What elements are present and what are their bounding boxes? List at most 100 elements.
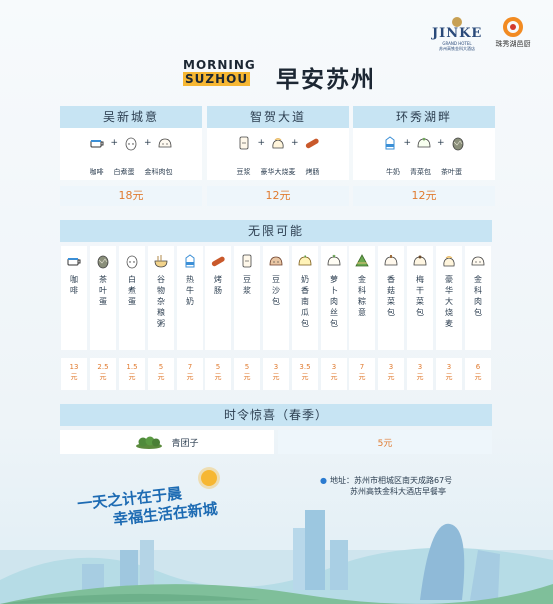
mushroom-bun-icon (382, 252, 400, 270)
zhuxiu-brand-name: 珠秀湖邑厨 (495, 40, 531, 48)
menu-item-14: 金科肉包 (465, 246, 491, 350)
morning-suzhou-logo: MORNING SUZHOU (183, 58, 269, 92)
coffee-cup-icon (65, 252, 83, 270)
menu-item-name: 香菇菜包 (387, 275, 395, 317)
menu-item-name: 茶叶蛋 (99, 275, 107, 306)
tea-egg-icon (449, 134, 467, 152)
menu-item-5: 烤肠 (205, 246, 231, 350)
jinke-brand-name: JINKE (432, 26, 483, 41)
plus-icon: + (291, 138, 299, 148)
menu-item-name: 谷物杂粮粥 (157, 275, 165, 328)
porridge-icon (152, 252, 170, 270)
menu-item-6: 豆浆 (234, 246, 260, 350)
set-title: 吴新城意 (60, 106, 202, 128)
steamed-bun-icon (156, 134, 174, 152)
jinke-hotel-logo: JINKE GRAND HOTEL 苏州高铁金科大酒店 (432, 17, 482, 53)
menu-item-13: 豪华大烧麦 (436, 246, 462, 350)
set-price: 12元 (353, 186, 495, 206)
set-item-name: 咖啡 (89, 168, 104, 176)
menu-item-3: 谷物杂粮粥 (148, 246, 174, 350)
tea-egg-icon (94, 252, 112, 270)
unlimited-prices: 13 元 2.5 元 1.5 元 5 元 7 元 5 元 5 元 3 元 3.5 元 3 元 7 元 3 元 3 元 3 元 6 元 (60, 358, 492, 394)
seasonal-item: 青团子 (60, 430, 274, 454)
menu-item-8: 奶香南瓜包 (292, 246, 318, 350)
vegetable-bun-icon (415, 134, 433, 152)
menu-item-price: 3.5 元 (292, 358, 318, 390)
menu-item-name: 萝卜肉丝包 (330, 275, 338, 328)
seasonal-title: 时令惊喜（春季） (60, 404, 492, 426)
menu-item-7: 豆沙包 (263, 246, 289, 350)
menu-item-name: 梅干菜包 (416, 275, 424, 317)
zongzi-icon (353, 252, 371, 270)
address-line2: 苏州高铁金科大酒店早餐亭 (350, 487, 446, 496)
zhuxiu-emblem-icon (503, 17, 523, 37)
set-items: + + 牛奶 青菜包 茶叶蛋 (353, 128, 495, 180)
pumpkin-bun-icon (296, 252, 314, 270)
menu-item-name: 金科粽意 (358, 275, 366, 317)
steamed-bun-icon (469, 252, 487, 270)
plus-icon: + (437, 138, 445, 148)
menu-item-0: 咖啡 (61, 246, 87, 350)
unlimited-title: 无限可能 (60, 220, 492, 242)
menu-item-name: 奶香南瓜包 (301, 275, 309, 328)
set-price: 18元 (60, 186, 202, 206)
jinke-brand-subtitle: GRAND HOTEL (442, 41, 472, 46)
plus-icon: + (257, 138, 265, 148)
address-line1: 苏州市相城区南天成路67号 (353, 476, 453, 485)
location-pin-icon: ● (320, 476, 327, 485)
city-skyline-illustration (0, 510, 553, 604)
coffee-cup-icon (88, 134, 106, 152)
menu-item-2: 白煮蛋 (119, 246, 145, 350)
menu-item-4: 热牛奶 (177, 246, 203, 350)
set-card: 环秀湖畔 + + 牛奶 青菜包 茶叶蛋 12元 (353, 106, 495, 206)
menu-item-price: 2.5 元 (90, 358, 116, 390)
menu-item-name: 金科肉包 (474, 275, 482, 317)
menu-item-name: 豆浆 (243, 275, 251, 295)
menu-item-name: 豪华大烧麦 (445, 275, 453, 328)
logo-line1: MORNING (183, 58, 256, 72)
jinke-brand-cn: 苏州高铁金科大酒店 (439, 46, 475, 51)
qingtuan-icon (136, 436, 163, 449)
logo-line2: SUZHOU (183, 72, 251, 86)
milk-carton-icon (381, 134, 399, 152)
menu-item-10: 金科粽意 (349, 246, 375, 350)
set-card: 智贺大道 + + 豆浆 豪华大烧麦 烤肠 12元 (207, 106, 349, 206)
set-items: + + 豆浆 豪华大烧麦 烤肠 (207, 128, 349, 180)
seasonal-section: 时令惊喜（春季） 青团子 5元 (60, 404, 492, 454)
unlimited-items: 咖啡 茶叶蛋 白煮蛋 谷物杂粮粥 热牛奶 烤肠 豆浆 豆沙包 奶香南瓜包 萝卜肉丝包 金科粽意 香菇菜… (60, 242, 492, 352)
radish-bun-icon (325, 252, 343, 270)
seasonal-item-name: 青团子 (171, 438, 199, 449)
sun-icon (201, 470, 217, 486)
shaomai-icon (440, 252, 458, 270)
sausage-icon (209, 252, 227, 270)
menu-item-12: 梅干菜包 (407, 246, 433, 350)
set-item-name: 茶叶蛋 (441, 168, 462, 176)
plus-icon: + (110, 138, 118, 148)
address-label: 地址： (329, 476, 354, 485)
page-title: 早安苏州 (276, 67, 376, 93)
plus-icon: + (144, 138, 152, 148)
menu-item-9: 萝卜肉丝包 (321, 246, 347, 350)
menu-item-name: 烤肠 (214, 275, 222, 295)
boiled-egg-icon (122, 134, 140, 152)
menu-item-price: 13 元 (61, 358, 87, 390)
boiled-egg-icon (123, 252, 141, 270)
zhuxiu-logo: 珠秀湖邑厨 (490, 17, 536, 53)
set-items: + + 咖啡 白煮蛋 金科肉包 (60, 128, 202, 180)
address: ● 地址：苏州市相城区南天成路67号 苏州高铁金科大酒店早餐亭 (320, 475, 452, 497)
menu-item-1: 茶叶蛋 (90, 246, 116, 350)
menu-item-name: 白煮蛋 (128, 275, 136, 306)
set-item-name: 金科肉包 (144, 168, 173, 176)
set-card: 吴新城意 + + 咖啡 白煮蛋 金科肉包 18元 (60, 106, 202, 206)
